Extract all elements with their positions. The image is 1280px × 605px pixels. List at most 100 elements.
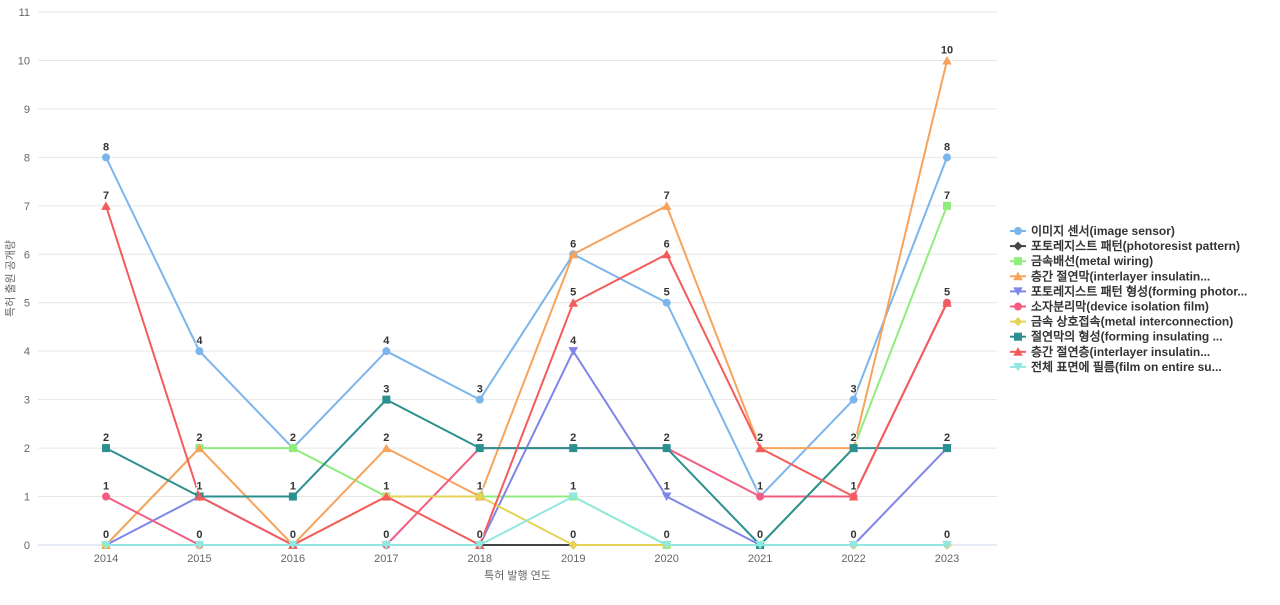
legend-item-8[interactable]: 층간 절연층(interlayer insulatin... <box>1010 344 1210 359</box>
legend: 이미지 센서(image sensor)포토레지스트 패턴(photoresis… <box>1010 223 1247 374</box>
point-s0-2020[interactable] <box>662 298 671 307</box>
point-s8-2019[interactable] <box>568 298 579 307</box>
data-label: 1 <box>290 481 296 493</box>
point-s7-2014[interactable] <box>102 444 110 453</box>
point-s9-2022[interactable] <box>848 541 859 550</box>
point-s3-2023[interactable] <box>942 55 952 65</box>
point-s7-2016[interactable] <box>288 492 297 501</box>
point-s2-2016[interactable] <box>288 444 297 453</box>
point-s9-2021[interactable] <box>755 541 765 550</box>
data-label: 5 <box>944 287 950 299</box>
data-label: 2 <box>850 432 856 444</box>
data-label: 2 <box>664 432 670 444</box>
point-s5-2014[interactable] <box>102 492 110 501</box>
data-label: 2 <box>757 432 763 444</box>
data-label: 0 <box>570 529 576 541</box>
legend-label-3: 층간 절연막(interlayer insulatin... <box>1031 268 1210 283</box>
point-s6-2019[interactable] <box>568 540 578 550</box>
point-s8-2021[interactable] <box>755 443 765 453</box>
x-tick-label: 2016 <box>281 553 305 565</box>
x-tick-label: 2017 <box>374 553 398 565</box>
point-s7-2019[interactable] <box>569 444 578 453</box>
point-s9-2015[interactable] <box>194 541 205 550</box>
data-label: 7 <box>944 190 950 202</box>
point-s9-2020[interactable] <box>661 541 672 550</box>
x-tick-label: 2014 <box>94 553 118 565</box>
legend-item-5[interactable]: 소자분리막(device isolation film) <box>1010 299 1209 314</box>
point-s7-2023[interactable] <box>943 444 951 453</box>
legend-label-2: 금속배선(metal wiring) <box>1031 253 1153 268</box>
point-s8-2014[interactable] <box>101 201 111 210</box>
point-s7-2017[interactable] <box>382 395 391 404</box>
legend-label-5: 소자분리막(device isolation film) <box>1031 299 1209 314</box>
data-label: 0 <box>477 529 483 541</box>
point-s7-2022[interactable] <box>849 444 858 453</box>
legend-item-9[interactable]: 전체 표면에 필름(film on entire su... <box>1010 359 1222 374</box>
legend-label-4: 포토레지스트 패턴 형성(forming photor... <box>1031 283 1247 298</box>
data-label: 0 <box>850 529 856 541</box>
y-tick-label: 10 <box>18 55 30 67</box>
point-s9-2017[interactable] <box>381 541 392 550</box>
x-tick-label: 2018 <box>468 553 492 565</box>
data-label: 0 <box>290 529 296 541</box>
legend-item-7[interactable]: 절연막의 형성(forming insulating ... <box>1010 329 1223 344</box>
x-tick-label: 2019 <box>561 553 585 565</box>
legend-label-6: 금속 상호접속(metal interconnection) <box>1031 314 1233 329</box>
legend-item-6[interactable]: 금속 상호접속(metal interconnection) <box>1010 314 1233 329</box>
point-s6-2018[interactable] <box>475 492 485 502</box>
x-tick-label: 2021 <box>748 553 772 565</box>
data-label: 8 <box>103 141 109 153</box>
data-label: 7 <box>664 190 670 202</box>
point-s3-2015[interactable] <box>194 443 205 453</box>
point-s0-2017[interactable] <box>382 347 391 356</box>
point-s3-2019[interactable] <box>568 249 579 259</box>
data-label: 6 <box>570 238 576 250</box>
point-s8-2023[interactable] <box>942 298 952 307</box>
point-s9-2014[interactable] <box>101 541 111 550</box>
y-tick-label: 2 <box>24 443 30 455</box>
legend-marker-1 <box>1013 241 1023 251</box>
legend-marker-5 <box>1014 302 1022 311</box>
data-label: 4 <box>570 335 577 347</box>
data-label: 2 <box>290 432 296 444</box>
point-s0-2018[interactable] <box>475 395 484 404</box>
legend-item-3[interactable]: 층간 절연막(interlayer insulatin... <box>1010 268 1210 283</box>
point-s5-2021[interactable] <box>756 492 765 501</box>
point-s4-2020[interactable] <box>661 492 672 502</box>
legend-item-4[interactable]: 포토레지스트 패턴 형성(forming photor... <box>1010 283 1247 298</box>
point-s9-2023[interactable] <box>942 541 952 550</box>
point-s7-2018[interactable] <box>475 444 484 453</box>
point-s0-2023[interactable] <box>943 153 951 162</box>
legend-marker-0 <box>1014 227 1022 235</box>
series-line-7 <box>105 398 948 546</box>
point-s0-2014[interactable] <box>102 153 110 162</box>
data-label: 2 <box>383 432 389 444</box>
point-s9-2016[interactable] <box>288 541 298 550</box>
point-s8-2015[interactable] <box>194 492 205 501</box>
series-8 <box>101 201 952 549</box>
point-s7-2020[interactable] <box>662 444 671 453</box>
legend-item-2[interactable]: 금속배선(metal wiring) <box>1010 253 1153 268</box>
data-label: 0 <box>196 529 202 541</box>
point-s0-2015[interactable] <box>195 347 204 356</box>
legend-marker-9 <box>1013 362 1023 372</box>
point-s9-2019[interactable] <box>568 492 579 502</box>
point-s3-2020[interactable] <box>661 201 672 210</box>
point-s8-2017[interactable] <box>381 492 392 501</box>
point-s3-2017[interactable] <box>381 443 392 453</box>
legend-item-0[interactable]: 이미지 센서(image sensor) <box>1010 223 1175 238</box>
point-s2-2023[interactable] <box>943 201 951 210</box>
legend-label-1: 포토레지스트 패턴(photoresist pattern) <box>1031 238 1240 253</box>
point-s4-2019[interactable] <box>568 347 579 356</box>
y-tick-label: 6 <box>24 249 30 261</box>
point-s0-2022[interactable] <box>849 395 858 404</box>
point-s9-2018[interactable] <box>474 541 485 550</box>
legend-item-1[interactable]: 포토레지스트 패턴(photoresist pattern) <box>1010 238 1240 253</box>
series-line-0 <box>105 156 948 498</box>
point-s8-2022[interactable] <box>848 492 859 501</box>
point-s8-2020[interactable] <box>661 249 672 259</box>
data-label: 1 <box>196 481 202 493</box>
data-label: 2 <box>477 432 483 444</box>
